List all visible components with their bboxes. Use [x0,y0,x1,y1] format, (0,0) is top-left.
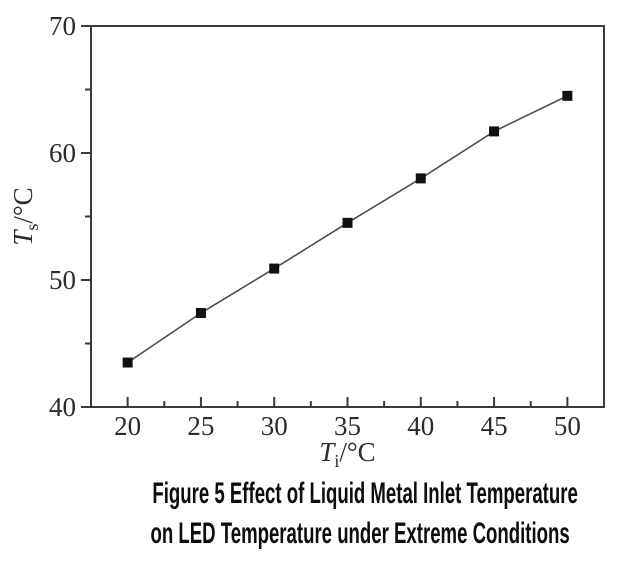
x-tick-label: 20 [114,411,141,441]
x-tick-label: 35 [334,411,361,441]
data-point [195,308,206,319]
caption-line-2: on LED Temperature under Extreme Conditi… [150,517,570,550]
data-point [122,357,133,368]
x-tick-label: 50 [554,411,581,441]
plot-frame [90,25,605,408]
x-tick-label: 45 [481,411,508,441]
data-point [489,126,500,137]
x-axis-title: Ti/°C [319,437,375,471]
caption-line-1: Figure 5 Effect of Liquid Metal Inlet Te… [152,477,578,510]
x-tick-label: 25 [187,411,214,441]
data-point [342,217,353,228]
y-tick-label: 60 [49,138,76,168]
y-tick-label: 50 [49,265,76,295]
y-tick-label: 70 [49,11,76,41]
data-point [269,263,280,274]
y-axis-title: Ts/°C [8,187,42,245]
figure-caption: Figure 5 Effect of Liquid Metal Inlet Te… [22,474,578,554]
y-tick-label: 40 [49,392,76,422]
x-tick-label: 30 [261,411,288,441]
x-tick-label: 40 [407,411,434,441]
data-point [562,90,573,101]
data-point [415,173,426,184]
data-line [127,95,568,364]
